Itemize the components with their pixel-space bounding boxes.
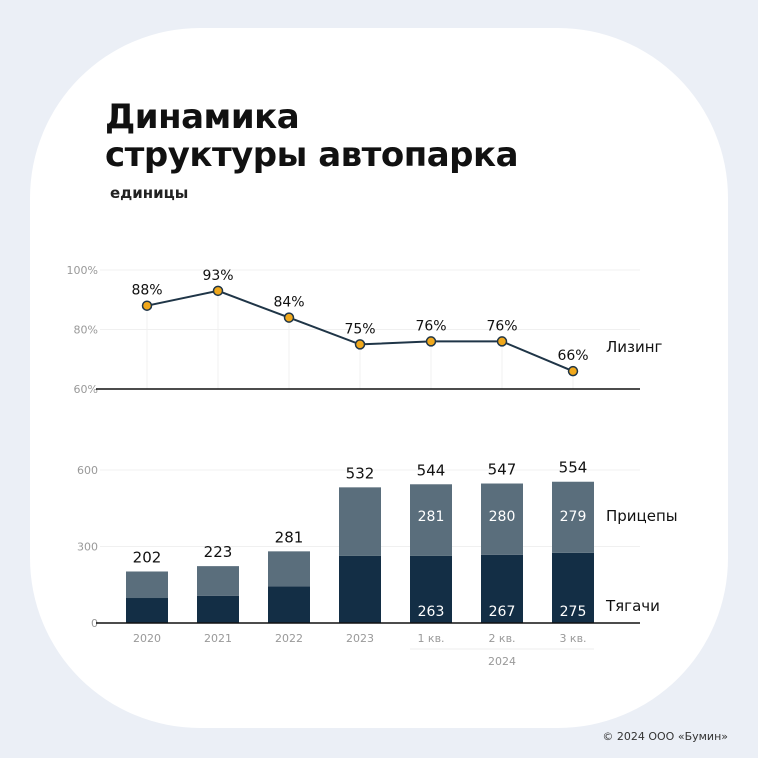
data-label: 93% <box>202 268 233 284</box>
data-point <box>425 336 437 347</box>
bar-total-label: 223 <box>204 543 233 561</box>
bar-tractors <box>197 595 239 623</box>
bar-trailers <box>126 571 168 599</box>
x-tick-label: 3 кв. <box>559 632 586 645</box>
bar-trailers <box>481 483 523 555</box>
x-tick-label: 2023 <box>346 632 374 645</box>
bar-label-tractors: 275 <box>560 604 587 620</box>
x-tick-label: 2 кв. <box>488 632 515 645</box>
bar-label-tractors: 267 <box>489 604 516 620</box>
x-tick-label: 2021 <box>204 632 232 645</box>
bar-tractors <box>126 598 168 623</box>
title-line-2: структуры автопарка <box>105 135 519 175</box>
group-label-2024: 2024 <box>488 655 516 668</box>
bar-total-label: 202 <box>133 548 162 566</box>
y-tick-label: 300 <box>77 541 98 554</box>
x-tick-label: 2022 <box>275 632 303 645</box>
page-title: Динамика структуры автопарка <box>105 97 519 175</box>
bar-label-trailers: 280 <box>489 509 516 525</box>
bar-trailers <box>197 566 239 596</box>
data-point <box>567 365 579 377</box>
data-point <box>496 336 508 347</box>
bar-tractors <box>552 552 594 623</box>
legend-trailers: Прицепы <box>606 507 678 525</box>
bar-total-label: 547 <box>488 461 517 479</box>
bar-label-tractors: 263 <box>418 604 445 620</box>
bar-trailers <box>410 484 452 556</box>
units-subtitle: единицы <box>110 184 189 202</box>
bar-trailers <box>268 551 310 587</box>
data-point <box>141 300 153 311</box>
data-label: 84% <box>273 295 304 311</box>
bar-tractors <box>268 586 310 623</box>
bar-tractors <box>410 555 452 623</box>
data-point <box>283 312 295 323</box>
legend-tractors: Тягачи <box>605 597 660 615</box>
bar-total-label: 532 <box>346 464 375 482</box>
y-tick-label: 60% <box>74 383 98 396</box>
copyright: © 2024 ООО «Бумин» <box>602 730 728 743</box>
data-point <box>212 285 224 297</box>
bar-total-label: 544 <box>417 461 446 479</box>
bar-tractors <box>339 555 381 623</box>
bar-total-label: 281 <box>275 528 304 546</box>
bar-trailers <box>552 481 594 553</box>
data-label: 76% <box>486 318 517 334</box>
y-tick-label: 100% <box>67 264 98 277</box>
bar-trailers <box>339 487 381 556</box>
legend-leasing: Лизинг <box>606 338 663 356</box>
data-label: 66% <box>557 348 588 364</box>
y-tick-label: 0 <box>91 617 98 630</box>
y-tick-label: 80% <box>74 324 98 337</box>
x-tick-label: 1 кв. <box>417 632 444 645</box>
x-tick-label: 2020 <box>133 632 161 645</box>
bar-tractors <box>481 554 523 623</box>
y-tick-label: 600 <box>77 464 98 477</box>
data-label: 76% <box>415 318 446 334</box>
title-line-1: Динамика <box>105 97 300 137</box>
bar-total-label: 554 <box>559 459 588 477</box>
data-label: 88% <box>131 283 162 299</box>
bar-label-trailers: 281 <box>418 509 445 525</box>
data-label: 75% <box>344 321 375 337</box>
data-point <box>354 339 366 350</box>
bar-label-trailers: 279 <box>560 509 587 525</box>
